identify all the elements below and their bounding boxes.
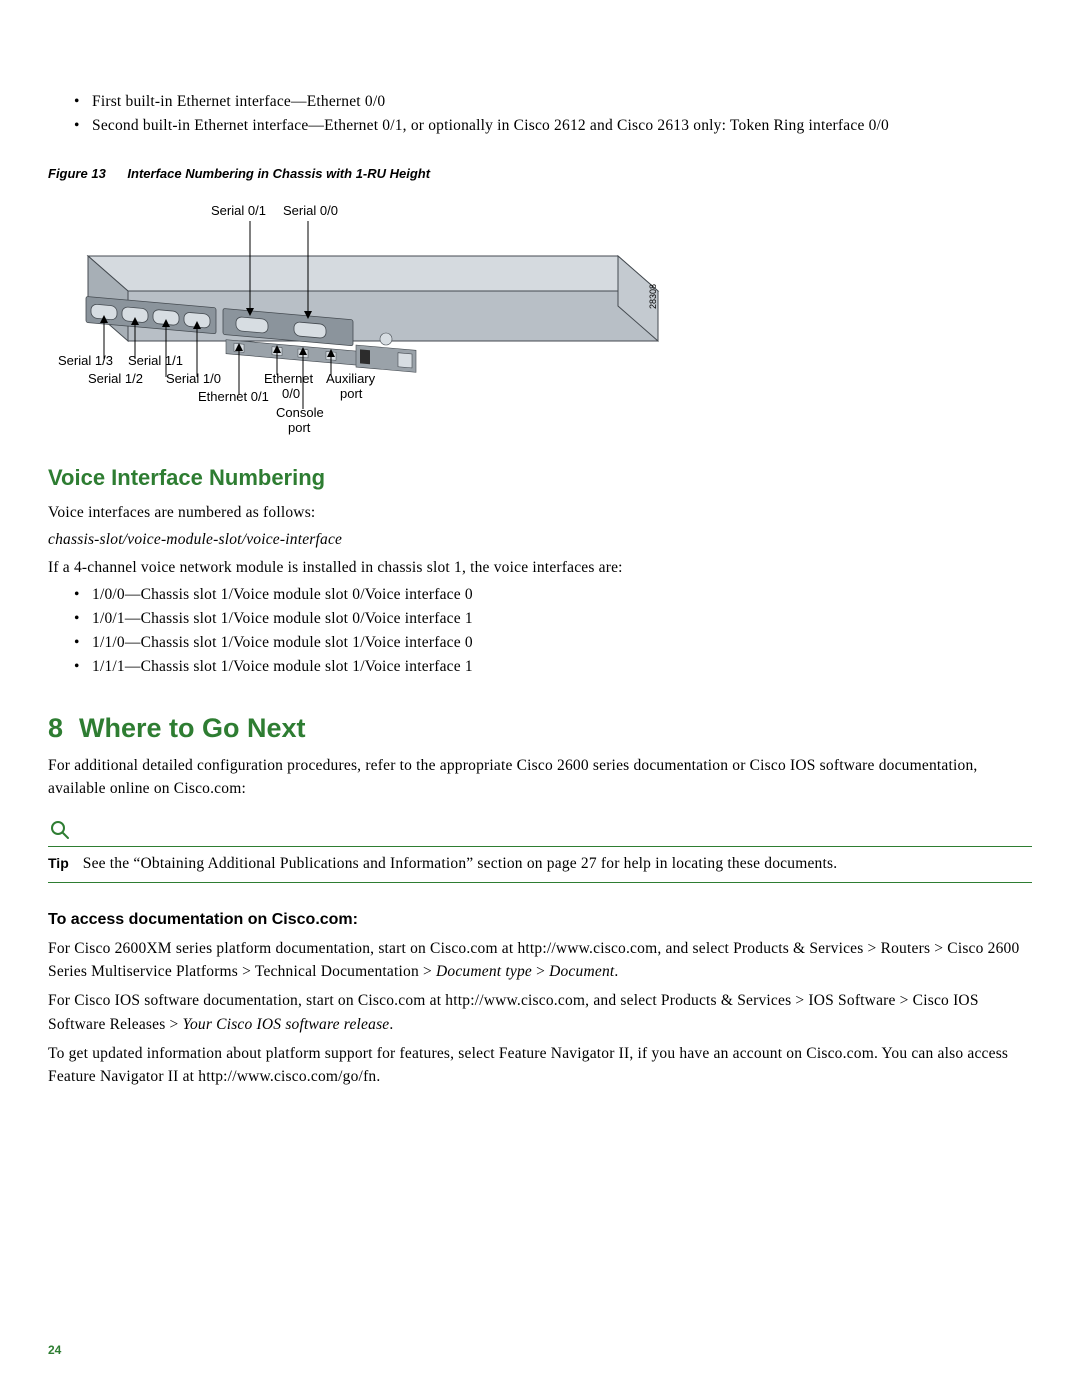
figure-title: Interface Numbering in Chassis with 1-RU… bbox=[127, 166, 430, 181]
label-auxiliary-line2: port bbox=[340, 386, 362, 401]
where-to-go-next-heading: 8 Where to Go Next bbox=[48, 713, 1032, 744]
bullet-item: First built-in Ethernet interface—Ethern… bbox=[74, 90, 1032, 114]
label-auxiliary-line1: Auxiliary bbox=[326, 371, 375, 386]
label-serial-1-1: Serial 1/1 bbox=[128, 353, 183, 368]
bullet-item: Second built-in Ethernet interface—Ether… bbox=[74, 114, 1032, 138]
voice-interface-list: 1/0/0—Chassis slot 1/Voice module slot 0… bbox=[74, 583, 1032, 679]
chassis-diagram: 28308 Serial 0/1 Serial 0/0 Serial 1/3 S… bbox=[58, 191, 678, 431]
label-ethernet-0-1: Ethernet 0/1 bbox=[198, 389, 269, 404]
tip-block: Tip See the “Obtaining Additional Public… bbox=[48, 818, 1032, 882]
chapter-title: Where to Go Next bbox=[79, 713, 306, 743]
voice-item: 1/0/1—Chassis slot 1/Voice module slot 0… bbox=[74, 607, 1032, 631]
text-run: . bbox=[389, 1016, 393, 1033]
label-console-line1: Console bbox=[276, 405, 324, 420]
voice-condition: If a 4-channel voice network module is i… bbox=[48, 556, 1032, 579]
label-console-line2: port bbox=[288, 420, 310, 435]
label-serial-1-0: Serial 1/0 bbox=[166, 371, 221, 386]
tip-text: See the “Obtaining Additional Publicatio… bbox=[83, 853, 838, 875]
chassis-svg: 28308 bbox=[58, 191, 678, 431]
text-run-italic: Your Cisco IOS software release bbox=[183, 1016, 390, 1033]
access-docs-heading: To access documentation on Cisco.com: bbox=[48, 911, 1032, 929]
access-p1: For Cisco 2600XM series platform documen… bbox=[48, 937, 1032, 984]
chapter-number: 8 bbox=[48, 713, 63, 743]
voice-interface-heading: Voice Interface Numbering bbox=[48, 465, 1032, 491]
voice-item: 1/1/1—Chassis slot 1/Voice module slot 1… bbox=[74, 655, 1032, 679]
voice-intro: Voice interfaces are numbered as follows… bbox=[48, 501, 1032, 524]
text-run-italic: Document type bbox=[436, 963, 532, 980]
voice-item: 1/1/0—Chassis slot 1/Voice module slot 1… bbox=[74, 631, 1032, 655]
voice-pattern: chassis-slot/voice-module-slot/voice-int… bbox=[48, 528, 1032, 551]
figure-code: 28308 bbox=[648, 284, 658, 309]
magnifier-icon bbox=[48, 818, 72, 842]
label-serial-1-2: Serial 1/2 bbox=[88, 371, 143, 386]
text-run: > bbox=[532, 963, 549, 980]
figure-caption: Figure 13 Interface Numbering in Chassis… bbox=[48, 166, 1032, 181]
label-serial-1-3: Serial 1/3 bbox=[58, 353, 113, 368]
access-p2: For Cisco IOS software documentation, st… bbox=[48, 989, 1032, 1036]
next-paragraph: For additional detailed configuration pr… bbox=[48, 754, 1032, 801]
label-ethernet-0-0-line2: 0/0 bbox=[282, 386, 300, 401]
access-p3: To get updated information about platfor… bbox=[48, 1042, 1032, 1089]
text-run-italic: Document bbox=[549, 963, 614, 980]
figure-number: Figure 13 bbox=[48, 166, 106, 181]
text-run: . bbox=[614, 963, 618, 980]
page-number: 24 bbox=[48, 1343, 61, 1357]
intro-bullets: First built-in Ethernet interface—Ethern… bbox=[74, 90, 1032, 138]
label-ethernet-0-0-line1: Ethernet bbox=[264, 371, 313, 386]
label-serial-0-0: Serial 0/0 bbox=[283, 203, 338, 218]
voice-item: 1/0/0—Chassis slot 1/Voice module slot 0… bbox=[74, 583, 1032, 607]
label-serial-0-1: Serial 0/1 bbox=[211, 203, 266, 218]
tip-label: Tip bbox=[48, 855, 69, 871]
